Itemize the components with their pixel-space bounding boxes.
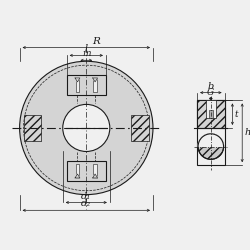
Text: d₂: d₂: [81, 199, 91, 208]
Text: b: b: [208, 82, 214, 91]
Bar: [93, 164, 97, 178]
Text: t: t: [234, 110, 238, 119]
Polygon shape: [93, 174, 98, 178]
Bar: [76, 164, 80, 178]
Text: l: l: [85, 44, 88, 54]
Bar: [93, 78, 97, 92]
Polygon shape: [75, 78, 80, 82]
Bar: [76, 78, 80, 92]
Circle shape: [63, 104, 110, 152]
Bar: [209, 110, 213, 118]
Polygon shape: [198, 134, 224, 146]
Bar: [197, 100, 224, 128]
Text: h: h: [244, 128, 250, 137]
Bar: [197, 100, 224, 165]
Polygon shape: [20, 61, 153, 194]
Text: G: G: [207, 88, 214, 96]
Bar: [67, 161, 106, 181]
Bar: [132, 115, 149, 141]
Bar: [24, 115, 41, 141]
Circle shape: [198, 134, 224, 159]
Polygon shape: [93, 78, 98, 82]
Polygon shape: [75, 174, 80, 178]
Bar: [206, 100, 216, 118]
Bar: [67, 75, 106, 94]
Text: m: m: [82, 49, 90, 58]
Text: d₁: d₁: [81, 192, 91, 200]
Text: R: R: [92, 36, 100, 46]
